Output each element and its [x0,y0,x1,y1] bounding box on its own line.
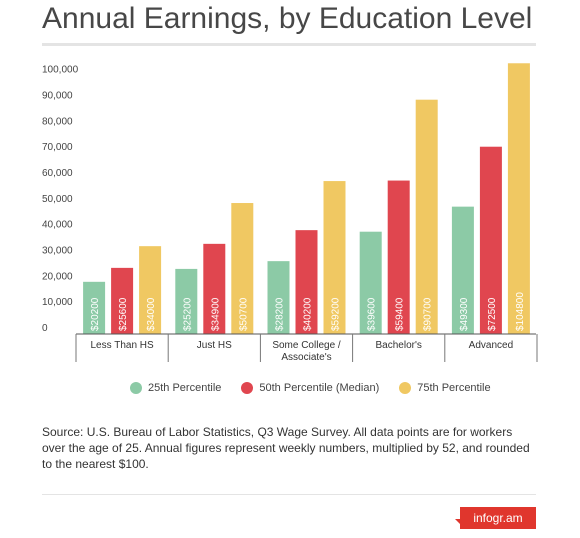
x-category-label: Less Than HS [91,340,155,351]
bar-value-label: $39600 [367,297,378,331]
source-note: Source: U.S. Bureau of Labor Statistics,… [42,425,530,471]
bar [231,203,254,334]
bar-value-label: $34900 [210,297,221,331]
y-tick-label: 30,000 [42,246,73,257]
bar-value-label: $25200 [182,297,193,331]
bar-value-label: $34000 [146,297,157,331]
x-category-label: Some College / [272,340,341,351]
legend-swatch-75th [399,382,412,394]
x-category-label: Associate's [281,352,331,363]
title-divider [42,43,536,46]
x-axis: Less Than HS Just HS Some College /Associa… [75,333,538,363]
legend-item-75th: 75th Percentile [399,382,491,394]
bar [323,181,346,334]
y-tick-label: 70,000 [42,142,73,153]
bar-value-label: $20200 [90,297,101,331]
legend-label-25th: 25th Percentile [148,382,222,394]
legend-label-75th: 75th Percentile [417,382,491,394]
y-tick-label: 40,000 [42,220,73,231]
legend: 25th Percentile 50th Percentile (Median)… [130,382,491,394]
bar [111,267,134,334]
y-tick-label: 60,000 [42,168,73,179]
bar-chart: 0 10,000 20,000 30,000 40,000 50,000 60,000 70,… [42,63,538,363]
bar [387,180,410,334]
bar [203,243,226,334]
bar-value-label: $59200 [331,297,342,331]
bar [451,206,474,334]
y-tick-label: 90,000 [42,91,73,102]
y-tick-label: 50,000 [42,194,73,205]
bar [415,99,438,334]
bar [359,231,382,334]
bar-value-label: $50700 [238,297,249,331]
legend-swatch-50th [241,382,254,394]
y-tick-label: 0 [42,323,48,334]
legend-label-50th: 50th Percentile (Median) [259,382,380,394]
legend-item-50th: 50th Percentile (Median) [241,382,379,394]
x-category-label: Bachelor's [376,340,422,351]
bar [295,230,318,334]
x-category-label: Just HS [197,340,232,351]
bar-value-label: $28200 [275,297,286,331]
legend-item-25th: 25th Percentile [130,382,221,394]
bar-value-label: $49300 [459,297,470,331]
y-axis: 0 10,000 20,000 30,000 40,000 50,000 60,000 70,… [42,65,79,334]
y-tick-label: 100,000 [42,65,79,76]
bar [83,281,106,334]
bar [507,63,530,335]
bar-value-label: $40200 [303,297,314,331]
y-tick-label: 80,000 [42,116,73,127]
bar-value-label: $104800 [515,292,526,331]
y-tick-label: 20,000 [42,271,73,282]
bars-group: $20200 $25600 $34000 $25200 $34900 $50700 $282… [83,63,530,335]
chart-title: Annual Earnings, by Education Level [42,2,533,35]
infogram-logo[interactable]: infogr.am [460,507,536,529]
x-category-label: Advanced [469,340,513,351]
bar-value-label: $72500 [487,297,498,331]
bar-value-label: $59400 [395,297,406,331]
y-tick-label: 10,000 [42,297,73,308]
bar [267,261,290,334]
bar-value-label: $25600 [118,297,129,331]
legend-swatch-25th [130,382,142,394]
bar [479,146,502,334]
bar [175,268,198,334]
footer-divider [42,494,536,495]
bar-value-label: $90700 [423,297,434,331]
bar [139,246,162,334]
